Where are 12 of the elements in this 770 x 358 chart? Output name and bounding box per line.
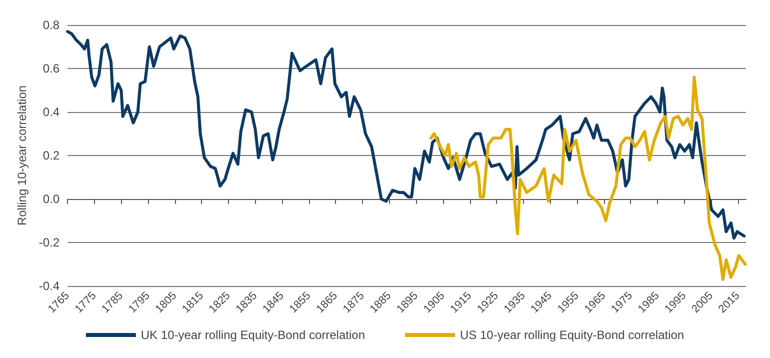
y-tick-label: 0.0 [42, 192, 60, 206]
y-tick-label: 0.2 [42, 148, 60, 162]
y-axis-title: Rolling 10-year correlation [15, 85, 29, 226]
legend-label: UK 10-year rolling Equity-Bond correlation [140, 328, 365, 342]
y-tick-label: -0.4 [38, 279, 60, 293]
y-tick-label: -0.2 [38, 236, 60, 250]
legend-label: US 10-year rolling Equity-Bond correlation [460, 328, 684, 342]
line-series [66, 30, 746, 240]
y-tick-label: 0.8 [42, 18, 60, 32]
line-series [429, 76, 747, 281]
y-tick-label: 0.4 [42, 105, 60, 119]
y-tick-label: 0.6 [42, 62, 60, 76]
